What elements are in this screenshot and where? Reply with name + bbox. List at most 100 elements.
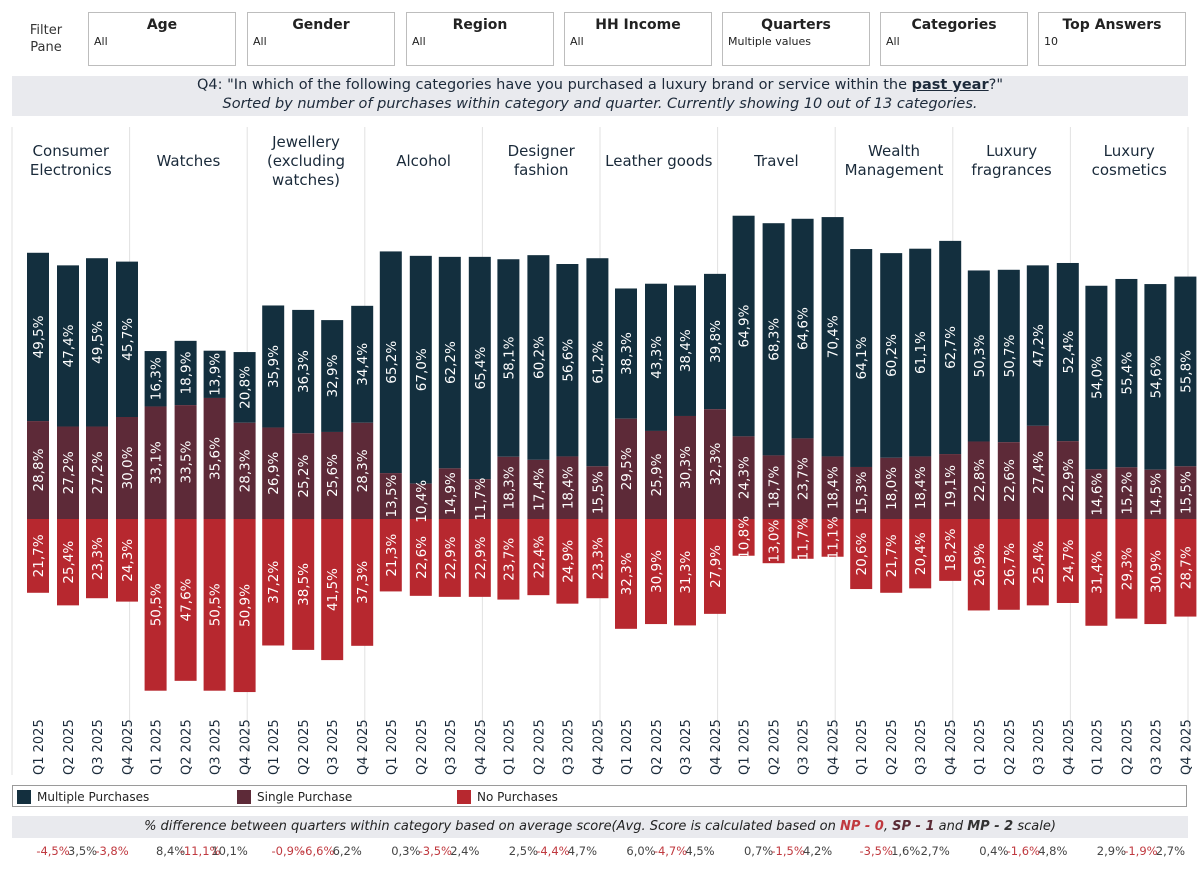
bar-single[interactable]	[645, 430, 667, 519]
bar-none[interactable]	[203, 519, 226, 691]
bar-none[interactable]	[116, 519, 138, 602]
bar-none[interactable]	[967, 519, 990, 611]
bar-multiple[interactable]	[116, 261, 138, 417]
bar-none[interactable]	[880, 519, 903, 593]
bar-single[interactable]	[1056, 441, 1079, 519]
bar-none[interactable]	[527, 519, 550, 596]
bar-single[interactable]	[57, 426, 79, 519]
bar-multiple[interactable]	[821, 217, 844, 457]
bar-single[interactable]	[967, 441, 990, 519]
filter-hh-income[interactable]: HH Income All	[564, 12, 712, 66]
bar-multiple[interactable]	[1115, 278, 1138, 468]
bar-single[interactable]	[144, 406, 167, 519]
bar-none[interactable]	[1174, 519, 1197, 617]
bar-none[interactable]	[86, 519, 108, 599]
bar-single[interactable]	[262, 427, 285, 519]
bar-single[interactable]	[292, 433, 315, 519]
bar-single[interactable]	[850, 466, 873, 519]
bar-single[interactable]	[1085, 469, 1108, 519]
bar-none[interactable]	[321, 519, 344, 661]
filter-age[interactable]: Age All	[88, 12, 236, 66]
bar-single[interactable]	[791, 438, 814, 519]
bar-single[interactable]	[821, 456, 844, 519]
bar-single[interactable]	[1144, 469, 1167, 519]
bar-none[interactable]	[144, 519, 167, 691]
bar-none[interactable]	[1085, 519, 1108, 626]
bar-single[interactable]	[732, 436, 755, 519]
bar-none[interactable]	[1115, 519, 1138, 619]
bar-multiple[interactable]	[1144, 284, 1167, 470]
bar-single[interactable]	[586, 466, 609, 519]
bar-multiple[interactable]	[409, 255, 432, 484]
legend-item-none[interactable]: No Purchases	[457, 790, 558, 804]
bar-none[interactable]	[497, 519, 520, 600]
bar-none[interactable]	[262, 519, 285, 646]
bar-multiple[interactable]	[86, 258, 108, 427]
bar-multiple[interactable]	[527, 255, 550, 460]
bar-multiple[interactable]	[1026, 265, 1049, 426]
bar-single[interactable]	[27, 421, 49, 519]
bar-single[interactable]	[880, 457, 903, 519]
bar-single[interactable]	[939, 454, 962, 519]
bar-multiple[interactable]	[674, 285, 696, 416]
bar-multiple[interactable]	[704, 273, 726, 410]
bar-multiple[interactable]	[468, 256, 491, 480]
bar-none[interactable]	[791, 519, 814, 559]
bar-none[interactable]	[292, 519, 315, 650]
bar-single[interactable]	[704, 409, 726, 519]
bar-single[interactable]	[909, 456, 932, 519]
bar-single[interactable]	[379, 473, 402, 519]
bar-single[interactable]	[86, 426, 108, 519]
bar-multiple[interactable]	[997, 269, 1020, 443]
bar-none[interactable]	[379, 519, 402, 592]
bar-multiple[interactable]	[203, 350, 226, 398]
bar-none[interactable]	[351, 519, 374, 646]
legend-item-single[interactable]: Single Purchase	[237, 790, 352, 804]
bar-none[interactable]	[1026, 519, 1049, 606]
bar-multiple[interactable]	[880, 253, 903, 458]
bar-multiple[interactable]	[321, 320, 344, 432]
bar-single[interactable]	[321, 431, 344, 519]
bar-none[interactable]	[233, 519, 256, 693]
bar-none[interactable]	[57, 519, 79, 606]
bar-multiple[interactable]	[27, 252, 49, 422]
bar-single[interactable]	[997, 442, 1020, 519]
bar-multiple[interactable]	[497, 259, 520, 457]
bar-multiple[interactable]	[586, 258, 609, 467]
bar-multiple[interactable]	[438, 256, 461, 469]
bar-none[interactable]	[674, 519, 696, 626]
bar-multiple[interactable]	[379, 251, 402, 474]
bar-none[interactable]	[586, 519, 609, 599]
filter-region[interactable]: Region All	[406, 12, 554, 66]
bar-none[interactable]	[909, 519, 932, 589]
bar-multiple[interactable]	[791, 218, 814, 439]
bar-single[interactable]	[1174, 466, 1197, 519]
bar-single[interactable]	[233, 422, 256, 519]
bar-multiple[interactable]	[292, 309, 315, 434]
bar-multiple[interactable]	[262, 305, 285, 428]
bar-multiple[interactable]	[351, 305, 374, 423]
bar-multiple[interactable]	[174, 340, 197, 406]
bar-multiple[interactable]	[645, 283, 667, 431]
bar-none[interactable]	[468, 519, 491, 597]
bar-single[interactable]	[1026, 425, 1049, 519]
bar-multiple[interactable]	[850, 249, 873, 467]
bar-multiple[interactable]	[57, 265, 79, 427]
filter-gender[interactable]: Gender All	[247, 12, 395, 66]
bar-none[interactable]	[1056, 519, 1079, 603]
bar-single[interactable]	[762, 455, 785, 519]
bar-none[interactable]	[556, 519, 579, 604]
legend-item-multiple[interactable]: Multiple Purchases	[17, 790, 149, 804]
bar-none[interactable]	[939, 519, 962, 581]
bar-none[interactable]	[174, 519, 197, 681]
bar-multiple[interactable]	[615, 288, 637, 419]
bar-none[interactable]	[615, 519, 637, 629]
bar-single[interactable]	[556, 456, 579, 519]
bar-single[interactable]	[468, 479, 491, 519]
bar-single[interactable]	[409, 483, 432, 519]
bar-single[interactable]	[174, 405, 197, 519]
bar-single[interactable]	[116, 417, 138, 519]
bar-none[interactable]	[1144, 519, 1167, 625]
bar-single[interactable]	[1115, 467, 1138, 519]
bar-multiple[interactable]	[939, 240, 962, 455]
